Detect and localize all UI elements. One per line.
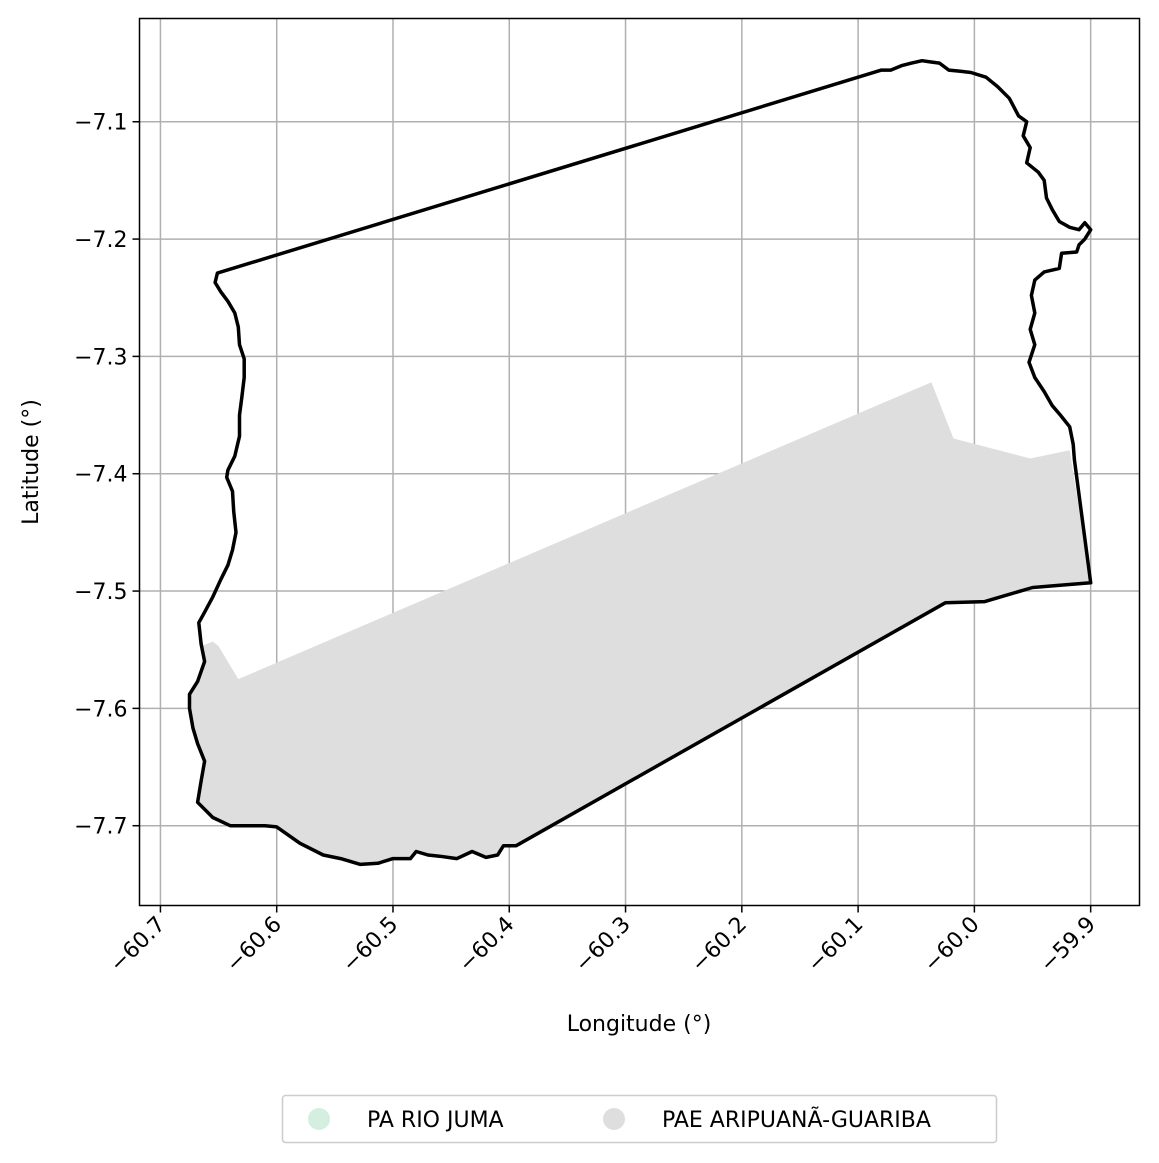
x-tick-label: −60.5	[338, 912, 403, 977]
y-tick-label: −7.1	[74, 111, 127, 136]
x-tick-label: −60.1	[803, 912, 868, 977]
legend-frame	[281, 1094, 998, 1144]
legend-marker-pae-aripuana-guariba	[603, 1108, 625, 1130]
x-tick-label: −60.4	[454, 912, 519, 977]
map-layers	[187, 58, 1093, 867]
y-tick-label: −7.2	[74, 228, 127, 253]
y-axis-label: Latitude (°)	[19, 399, 44, 525]
x-tick-label: −60.2	[687, 912, 752, 977]
boundary-outline	[187, 58, 1093, 867]
y-tick-label: −7.5	[74, 580, 127, 605]
y-tick-label: −7.3	[74, 345, 127, 370]
legend-label-pae-aripuana-guariba: PAE ARIPUANÃ-GUARIBA	[662, 1106, 931, 1133]
y-tick-label: −7.4	[74, 463, 127, 488]
y-tick-label: −7.6	[74, 697, 127, 722]
x-tick-label: −60.3	[570, 912, 635, 977]
plot-frame	[138, 17, 1141, 907]
x-tick-label: −60.7	[105, 912, 170, 977]
x-tick-label: −60.0	[919, 912, 984, 977]
x-axis-label: Longitude (°)	[567, 1012, 712, 1037]
y-tick-label: −7.7	[74, 815, 127, 840]
area-pae-aripuana-guariba	[189, 382, 1091, 865]
x-tick-label: −59.9	[1036, 912, 1101, 977]
legend-label-pa-rio-juma: PA RIO JUMA	[367, 1108, 504, 1133]
legend-marker-pa-rio-juma	[308, 1108, 330, 1130]
legend: PA RIO JUMA PAE ARIPUANÃ-GUARIBA	[281, 1094, 998, 1144]
x-tick-label: −60.6	[222, 912, 287, 977]
